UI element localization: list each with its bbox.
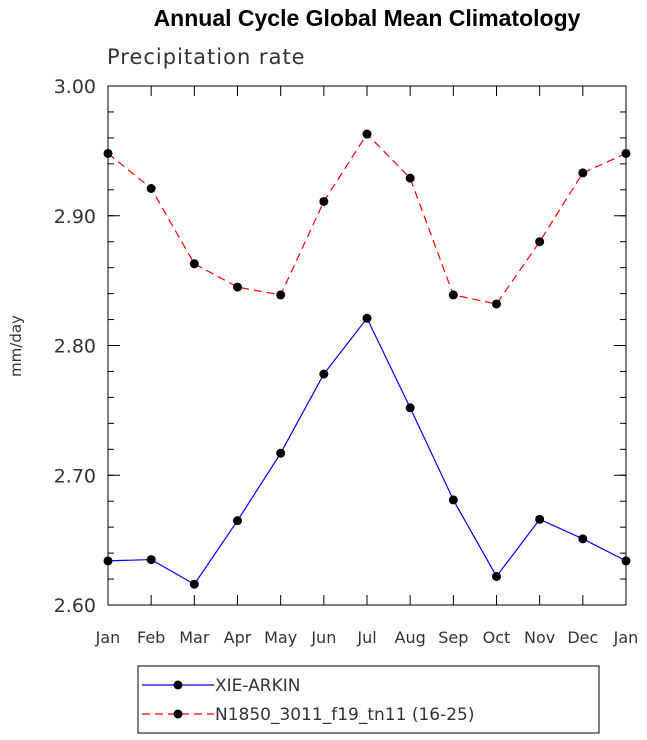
x-tick-label: Mar	[179, 628, 210, 647]
data-point	[319, 369, 329, 379]
y-tick-label: 2.70	[54, 465, 96, 487]
x-tick-label: Feb	[137, 628, 165, 647]
data-point	[578, 168, 588, 178]
data-point	[448, 495, 458, 505]
data-point	[492, 571, 501, 581]
data-point	[362, 313, 372, 323]
y-tick-label: 2.60	[54, 595, 96, 617]
x-tick-label: Dec	[567, 628, 598, 647]
data-point	[535, 514, 545, 524]
data-point	[578, 534, 588, 544]
data-point	[189, 259, 199, 269]
y-tick-label: 3.00	[54, 76, 96, 98]
legend-label-xie-arkin: XIE-ARKIN	[215, 676, 300, 696]
plot-area: Jan Feb Mar Apr May Jun Jul Aug Sep Oct Nov Dec Jan 2…	[54, 76, 639, 647]
legend-box	[137, 665, 600, 734]
x-tick-label: Sep	[438, 628, 468, 647]
plot-frame	[107, 85, 627, 606]
x-tick-label: Jun	[310, 628, 336, 647]
x-tick-label: May	[264, 628, 297, 647]
data-point	[276, 448, 286, 458]
data-point	[621, 148, 631, 158]
data-point	[103, 556, 113, 566]
y-axis-label: mm/day	[7, 315, 25, 377]
chart-subtitle: Precipitation rate	[107, 45, 306, 69]
x-tick-label: Jan	[613, 628, 639, 647]
legend-marker-xie-arkin	[173, 680, 183, 690]
data-point	[405, 403, 415, 413]
x-tick-label: Jan	[95, 628, 121, 647]
x-tick-label: Aug	[395, 628, 426, 647]
data-point	[535, 237, 545, 247]
x-tick-label: Oct	[483, 628, 511, 647]
data-point	[319, 196, 329, 206]
series-line-1	[107, 133, 627, 305]
data-point	[276, 290, 286, 300]
data-point	[146, 555, 156, 565]
data-point	[621, 556, 631, 566]
x-tick-label: Jul	[356, 628, 376, 647]
legend-label-n1850: N1850_3011_f19_tn11 (16-25)	[215, 705, 475, 725]
legend: XIE-ARKIN N1850_3011_f19_tn11 (16-25)	[137, 665, 600, 734]
data-point	[189, 579, 199, 589]
data-point	[146, 184, 156, 194]
data-point	[405, 173, 415, 183]
data-point	[233, 516, 242, 526]
data-point	[233, 282, 242, 292]
y-tick-label: 2.80	[54, 336, 96, 358]
x-tick-label: Apr	[224, 628, 252, 647]
x-tick-label: Nov	[524, 628, 555, 647]
series-layer	[103, 129, 631, 589]
data-point	[448, 290, 458, 300]
data-point	[103, 148, 113, 158]
legend-marker-n1850	[173, 709, 183, 719]
y-tick-label: 2.90	[54, 206, 96, 228]
chart-title: Annual Cycle Global Mean Climatology	[154, 5, 581, 31]
data-point	[492, 299, 501, 309]
data-point	[362, 129, 372, 139]
series-line-0	[107, 317, 627, 586]
